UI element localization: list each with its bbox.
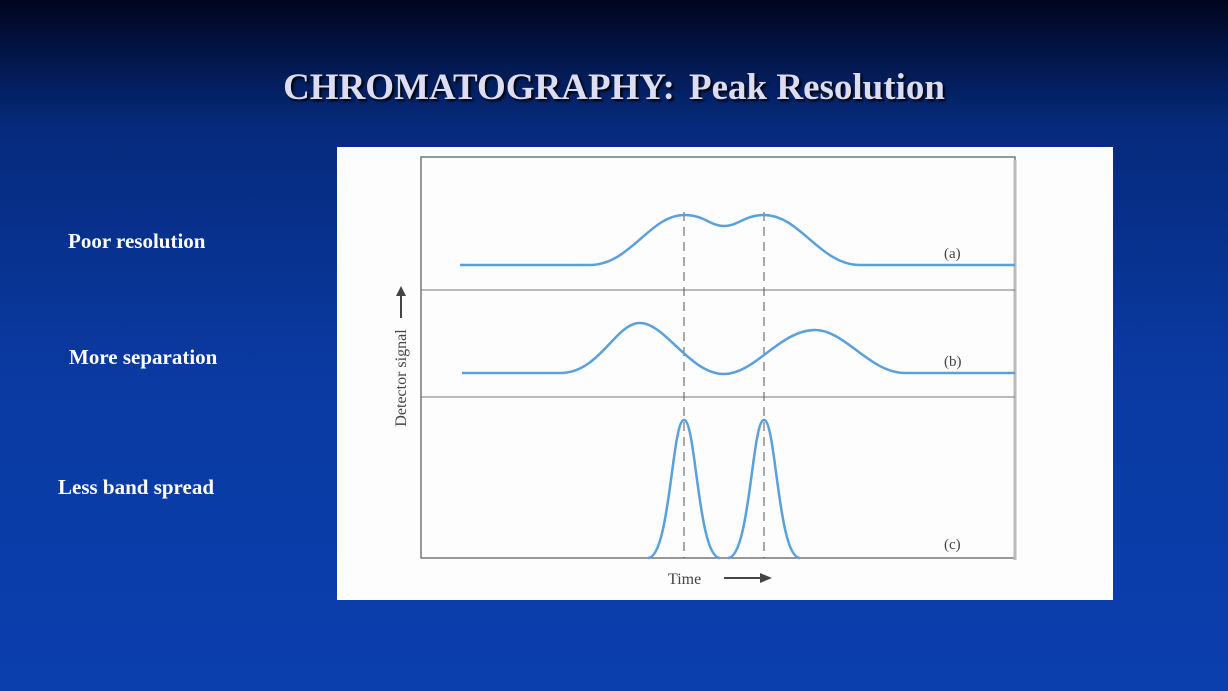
curve-b (462, 321, 1015, 376)
row-label: Poor resolution (68, 229, 206, 253)
figure: (a) (b) (c) Detector signal Time (337, 147, 1113, 600)
title-sub: Peak Resolution (689, 67, 945, 108)
curve-c (647, 418, 801, 560)
curve-a (460, 213, 1015, 267)
panel-label: (a) (944, 246, 961, 262)
title-main: CHROMATOGRAPHY: (283, 67, 675, 108)
row-label: Less band spread (58, 475, 215, 499)
slide-title: CHROMATOGRAPHY: Peak Resolution (0, 66, 1228, 109)
y-axis-label: Detector signal (393, 329, 410, 427)
panel-label: (b) (944, 354, 962, 370)
x-arrow-head (760, 573, 772, 583)
panel-label: (c) (944, 537, 961, 553)
x-axis-label: Time (668, 571, 701, 588)
y-arrow-head (396, 286, 406, 296)
row-label: More separation (69, 345, 218, 369)
